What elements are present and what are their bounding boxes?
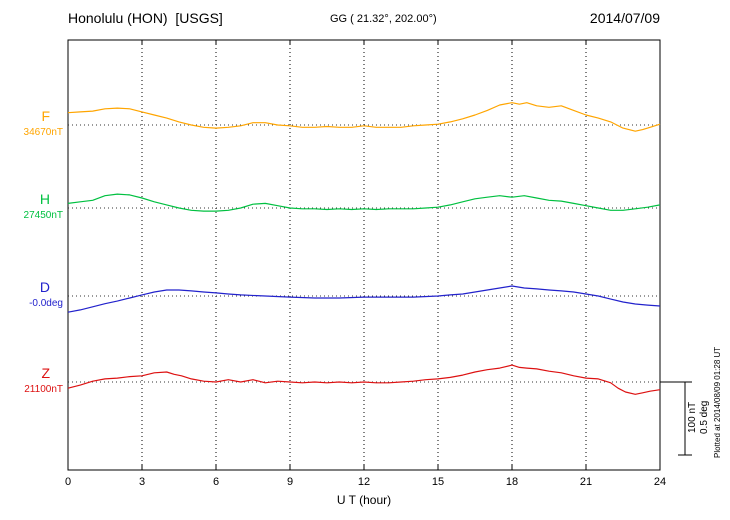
- trace-H: [67, 193, 661, 212]
- x-tick-label-0: 0: [64, 476, 72, 488]
- trace-Z: [67, 364, 661, 395]
- x-tick-label-9: 9: [286, 476, 294, 488]
- series-letter-D: D: [39, 279, 50, 295]
- plot-date: 2014/07/09: [589, 10, 660, 26]
- x-tick-label-18: 18: [505, 476, 519, 488]
- plotted-at-note: Plotted at 2014/08/09 01:28 UT: [713, 346, 722, 459]
- series-letter-Z: Z: [41, 365, 50, 381]
- scalebar-deg-label: 0.5 deg: [699, 400, 710, 434]
- trace-F: [67, 102, 661, 132]
- station-title: Honolulu (HON) [USGS]: [68, 10, 223, 26]
- x-tick-label-21: 21: [579, 476, 593, 488]
- series-baseline-value-H: 27450nT: [23, 210, 63, 221]
- x-tick-label-3: 3: [138, 476, 146, 488]
- x-tick-label-24: 24: [653, 476, 667, 488]
- x-tick-label-15: 15: [431, 476, 445, 488]
- x-tick-label-12: 12: [357, 476, 371, 488]
- series-letter-F: F: [41, 108, 50, 124]
- series-baseline-value-F: 34670nT: [23, 127, 63, 138]
- gg-coordinates: GG ( 21.32°, 202.00°): [330, 13, 437, 25]
- series-baseline-value-D: -0.0deg: [29, 298, 63, 309]
- series-baseline-value-Z: 21100nT: [24, 384, 63, 395]
- scalebar-nt-label: 100 nT: [687, 401, 698, 433]
- x-tick-label-6: 6: [212, 476, 220, 488]
- series-letter-H: H: [39, 191, 50, 207]
- x-axis-title: U T (hour): [336, 493, 392, 507]
- trace-D: [67, 285, 661, 313]
